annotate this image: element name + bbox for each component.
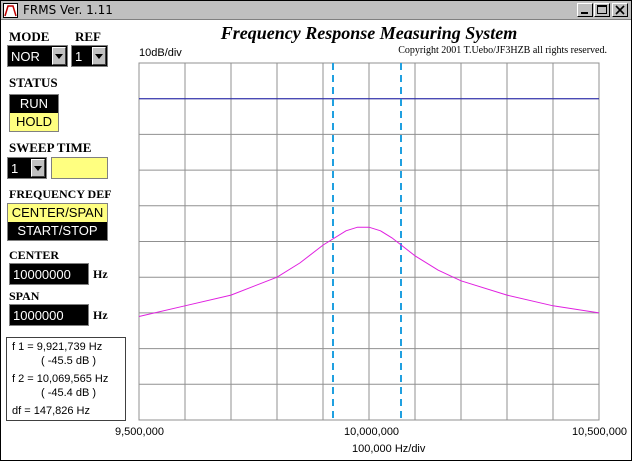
title-bar[interactable]: FRMS Ver. 1.11: [1, 1, 631, 20]
window-title: FRMS Ver. 1.11: [23, 3, 113, 17]
app-icon[interactable]: [3, 3, 18, 18]
maximize-button[interactable]: [594, 3, 610, 17]
sweep-time-value: 1: [11, 161, 19, 176]
mode-select[interactable]: NOR: [7, 45, 68, 67]
chevron-down-icon[interactable]: [31, 159, 45, 177]
y-scale-label: 10dB/div: [139, 47, 182, 59]
chevron-down-icon[interactable]: [52, 47, 66, 65]
center-frequency-input[interactable]: 10000000: [9, 263, 89, 285]
ref-value: 1: [75, 49, 83, 64]
x-tick-label: 10,000,000: [344, 426, 400, 438]
f1-db-readout: ( -45.5 dB ): [41, 355, 97, 367]
ref-label: REF: [75, 29, 101, 44]
span-label: SPAN: [9, 289, 40, 303]
f2-db-readout: ( -45.4 dB ): [41, 387, 97, 399]
x-tick-label: 9,500,000: [115, 426, 164, 438]
frequency-def-toggle: CENTER/SPAN START/STOP: [7, 203, 108, 241]
close-button[interactable]: [612, 3, 628, 17]
response-curve: [138, 226, 600, 317]
status-toggle: RUN HOLD: [9, 94, 59, 132]
copyright-text: Copyright 2001 T.Uebo/JF3HZB all rights …: [398, 45, 607, 56]
center-label: CENTER: [9, 248, 60, 262]
sweep-time-label: SWEEP TIME: [9, 140, 92, 155]
sweep-time-select[interactable]: 1: [7, 157, 47, 179]
f2-readout: f 2 = 10,069,565 Hz: [12, 373, 109, 385]
chevron-down-icon[interactable]: [92, 47, 106, 65]
mode-label: MODE: [9, 29, 50, 44]
df-readout: df = 147,826 Hz: [12, 405, 90, 417]
x-tick-label: 10,500,000: [572, 426, 628, 438]
app-heading: Frequency Response Measuring System: [220, 23, 518, 43]
marker-readout: f 1 = 9,921,739 Hz ( -45.5 dB ) f 2 = 10…: [6, 337, 126, 421]
frequency-response-plot[interactable]: [138, 62, 600, 421]
f1-readout: f 1 = 9,921,739 Hz: [12, 341, 103, 353]
ref-select[interactable]: 1: [71, 45, 108, 67]
mode-value: NOR: [11, 49, 40, 64]
start-stop-button[interactable]: START/STOP: [8, 222, 107, 240]
frequency-def-label: FREQUENCY DEF: [9, 187, 112, 201]
span-frequency-input[interactable]: 1000000: [9, 304, 89, 326]
minimize-button[interactable]: [577, 3, 593, 17]
center-span-button[interactable]: CENTER/SPAN: [8, 204, 107, 222]
x-axis-label: 100,000 Hz/div: [352, 443, 426, 455]
center-unit: Hz: [93, 267, 108, 281]
sweep-indicator: [51, 157, 108, 179]
hold-button[interactable]: HOLD: [10, 113, 58, 131]
run-button[interactable]: RUN: [10, 95, 58, 113]
span-unit: Hz: [93, 308, 108, 322]
status-label: STATUS: [9, 75, 58, 90]
